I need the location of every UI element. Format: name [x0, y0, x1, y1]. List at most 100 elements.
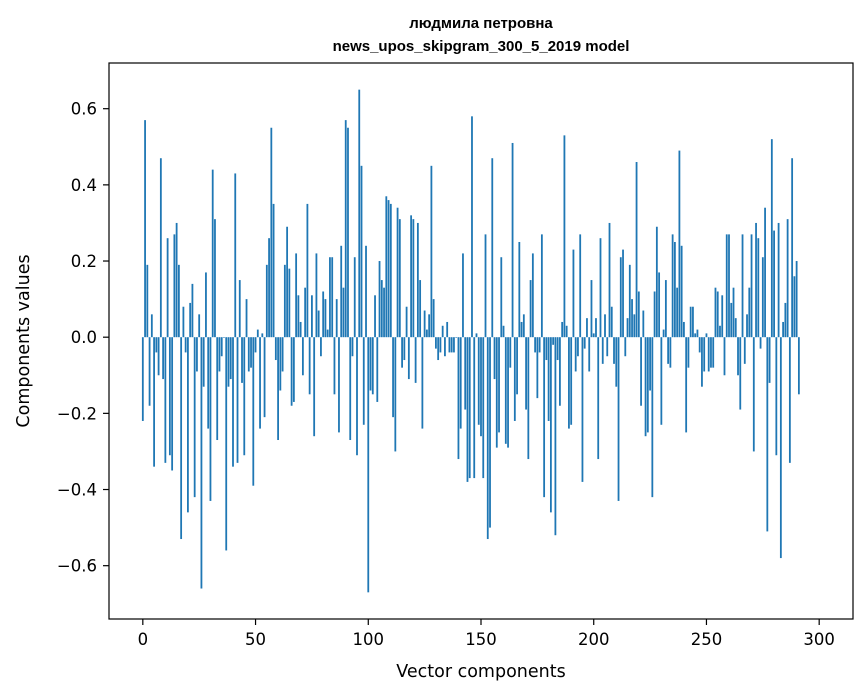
- bar-65: [288, 268, 291, 338]
- bar-271: [752, 337, 755, 452]
- bar-110: [389, 203, 392, 338]
- bar-279: [770, 139, 773, 338]
- bar-109: [387, 200, 390, 338]
- bar-142: [462, 253, 464, 338]
- bar-43: [238, 280, 241, 338]
- bar-227: [653, 291, 656, 338]
- bar-217: [631, 299, 633, 338]
- bar-1: [144, 120, 146, 338]
- bar-139: [455, 337, 458, 338]
- bar-220: [637, 291, 640, 338]
- bar-69: [297, 295, 300, 338]
- bar-42: [236, 337, 239, 463]
- bar-66: [290, 337, 293, 406]
- bar-2: [146, 264, 149, 338]
- bar-214: [624, 337, 627, 357]
- bar-225: [649, 337, 651, 391]
- x-tick-label: 250: [691, 630, 723, 649]
- bar-18: [182, 306, 185, 338]
- bar-106: [380, 280, 383, 338]
- bar-119: [410, 215, 413, 338]
- bar-82: [326, 329, 329, 338]
- bar-170: [525, 337, 527, 410]
- bar-13: [171, 337, 174, 471]
- bar-236: [673, 241, 676, 338]
- bar-212: [619, 257, 622, 338]
- bar-75: [311, 295, 313, 338]
- bar-210: [615, 337, 618, 387]
- bar-15: [175, 222, 178, 338]
- bar-141: [459, 337, 462, 429]
- bar-70: [299, 321, 302, 338]
- bar-11: [166, 238, 169, 338]
- bar-248: [701, 337, 703, 387]
- bar-219: [635, 162, 638, 338]
- bar-191: [572, 249, 575, 338]
- bar-91: [347, 127, 349, 338]
- bar-99: [365, 245, 367, 338]
- bar-196: [583, 337, 586, 349]
- bar-135: [446, 321, 449, 338]
- bar-200: [592, 333, 595, 338]
- bar-252: [710, 337, 712, 368]
- bar-78: [317, 310, 320, 338]
- bar-265: [739, 337, 742, 410]
- bar-8: [159, 158, 162, 338]
- bar-186: [561, 321, 564, 338]
- bar-108: [385, 196, 388, 338]
- bar-230: [660, 337, 663, 425]
- bar-0: [141, 337, 144, 421]
- bar-256: [719, 325, 721, 338]
- bar-145: [468, 337, 471, 479]
- bar-157: [495, 337, 498, 448]
- bar-136: [448, 337, 451, 353]
- bar-132: [439, 337, 442, 353]
- bar-263: [734, 318, 737, 338]
- bar-153: [486, 337, 489, 540]
- bar-156: [493, 337, 496, 380]
- bar-165: [513, 337, 516, 421]
- bar-155: [491, 158, 494, 338]
- bar-14: [173, 234, 176, 338]
- bar-277: [766, 337, 769, 532]
- bar-54: [263, 337, 266, 418]
- bar-37: [225, 337, 228, 551]
- bar-98: [362, 337, 365, 425]
- bar-174: [534, 337, 537, 353]
- bar-176: [538, 337, 541, 353]
- bar-180: [547, 337, 550, 421]
- bar-77: [315, 253, 318, 338]
- bar-26: [200, 337, 203, 589]
- bar-49: [252, 337, 255, 486]
- bar-291: [797, 337, 800, 395]
- bar-163: [509, 337, 512, 368]
- bar-114: [398, 219, 401, 338]
- bar-290: [795, 261, 798, 338]
- bar-184: [556, 337, 559, 361]
- bar-112: [394, 337, 397, 452]
- bar-6: [155, 337, 158, 353]
- bar-257: [721, 295, 724, 338]
- bar-229: [658, 272, 661, 338]
- bar-83: [329, 257, 331, 338]
- bar-188: [565, 325, 568, 338]
- bar-117: [405, 306, 408, 338]
- bar-85: [333, 337, 336, 395]
- x-tick-label: 150: [465, 630, 497, 649]
- bar-164: [511, 142, 514, 338]
- bar-34: [218, 337, 221, 372]
- x-tick-label: 200: [578, 630, 610, 649]
- bar-247: [698, 337, 701, 353]
- bar-288: [791, 158, 794, 338]
- bar-281: [775, 337, 778, 456]
- bar-173: [531, 253, 534, 338]
- bar-80: [322, 291, 325, 338]
- bar-137: [450, 337, 453, 353]
- bar-45: [243, 337, 246, 456]
- bar-52: [259, 337, 261, 429]
- bar-235: [671, 234, 674, 338]
- bar-21: [189, 302, 192, 338]
- bar-35: [220, 337, 223, 357]
- bar-254: [714, 287, 717, 338]
- bar-148: [475, 333, 478, 338]
